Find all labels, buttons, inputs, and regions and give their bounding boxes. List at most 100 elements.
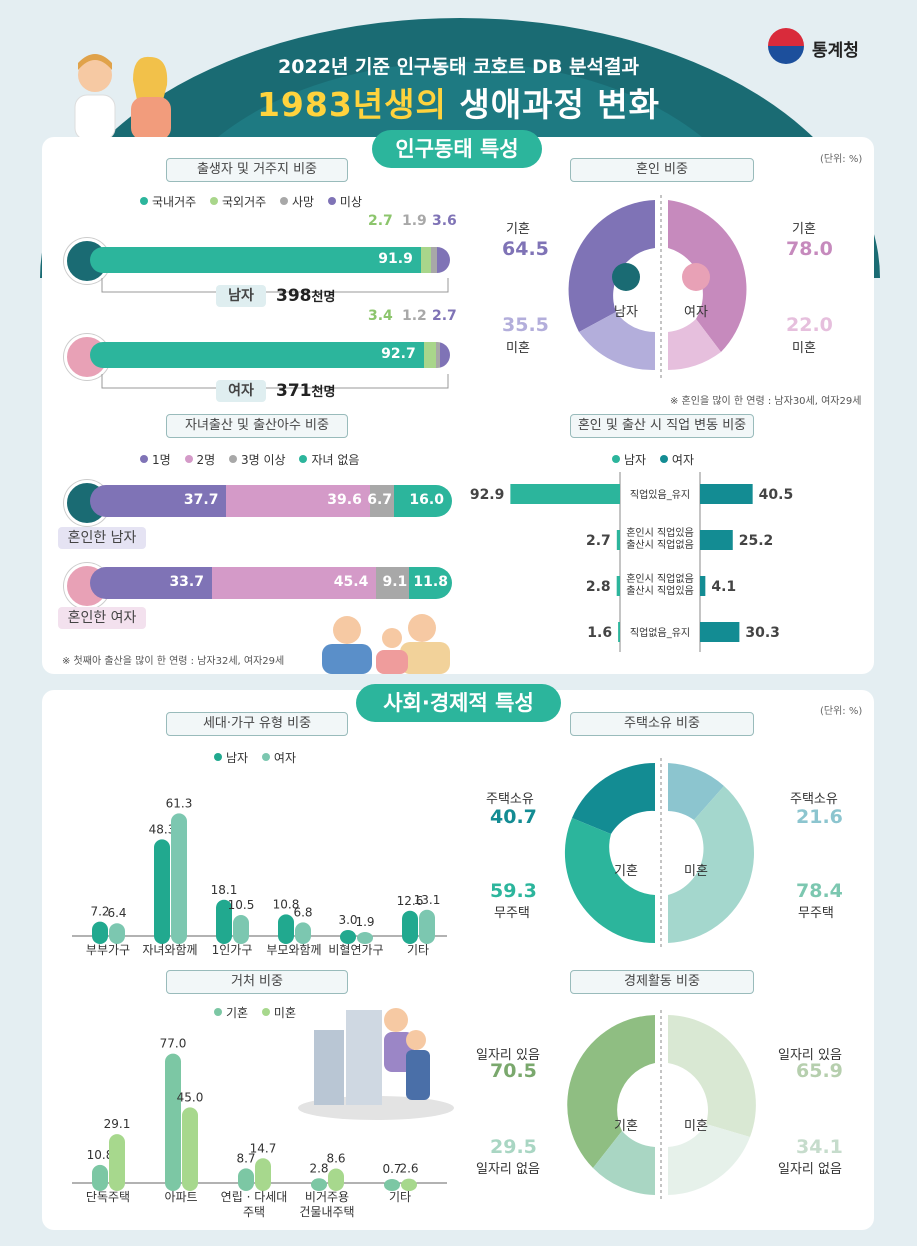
- bar-value-label: 1.9: [355, 915, 374, 929]
- job-row-label: 혼인시 직업있음: [626, 526, 694, 539]
- bar-value-label: 6.8: [293, 905, 312, 919]
- bar-value-label: 3.0: [338, 913, 357, 927]
- category-label: 기타: [389, 1190, 411, 1204]
- household-legend: 남자 여자: [214, 749, 306, 766]
- bar-value-label: 10.5: [228, 898, 255, 912]
- econ-unmarried-job-label: 일자리 있음: [778, 1048, 842, 1063]
- female-residence-bar: 92.7: [90, 342, 450, 368]
- econ-married-nojob-value: 29.5: [490, 1136, 537, 1158]
- male-label: 남자: [216, 285, 266, 307]
- housing-married-own-label: 주택소유: [486, 792, 534, 807]
- job-row-label: 출산시 직업있음: [626, 584, 694, 597]
- bar-seg-abroad: [420, 247, 431, 273]
- marriage-female-married-label: 기혼: [792, 222, 816, 237]
- donut-male-unmarried: [579, 312, 655, 371]
- econ-donut: [567, 1010, 756, 1200]
- family-illustration: [322, 614, 450, 674]
- job-bar-male: [510, 484, 620, 504]
- marriage-center-male: 남자: [614, 305, 638, 320]
- bar-남자-1: [154, 839, 170, 944]
- bar-기혼-0: [92, 1164, 108, 1191]
- unit-label: (단위: %): [820, 154, 863, 165]
- people-illustration: [74, 54, 171, 140]
- bar-value-label: 45.0: [177, 1090, 204, 1104]
- job-female-value: 25.2: [739, 533, 774, 549]
- title-highlight: 1983년생의: [256, 85, 447, 124]
- econ-center-married: 기혼: [614, 1119, 638, 1134]
- bar-value-label: 7.2: [90, 905, 109, 919]
- bar-value-label: 14.7: [250, 1141, 277, 1155]
- marriage-male-unmarried-label: 미혼: [506, 341, 530, 356]
- job-bar-male: [618, 622, 620, 642]
- unit-label-2: (단위: %): [820, 706, 863, 717]
- bar-남자-4: [340, 930, 356, 944]
- bar-seg-two-children: 39.6: [226, 485, 370, 517]
- bar-seg-domestic: 92.7: [90, 342, 424, 368]
- bar-value-label: 8.6: [326, 1152, 345, 1166]
- household-chart: 7.26.4 부부가구 48.3 61.3 자녀와함께 18.110.5 1인가구 10.86…: [72, 796, 447, 957]
- residence-legend: 국내거주 국외거주 사망 미상: [140, 193, 372, 210]
- bar-value-label: 12.6: [397, 894, 424, 908]
- bar-seg-no-children: 11.8: [409, 567, 452, 599]
- bar-여자-3: [295, 922, 311, 944]
- bar-value-label: 8.7: [236, 1151, 255, 1165]
- job-female-value: 4.1: [711, 579, 736, 595]
- job-female-value: 30.3: [745, 625, 780, 641]
- donut-male-married: [568, 200, 655, 332]
- bar-남자-3: [278, 914, 294, 944]
- housing-center-married: 기혼: [614, 864, 638, 879]
- org-logo: 통계청: [768, 28, 888, 68]
- job-bar-female: [700, 530, 733, 550]
- housing-unmarried-own-label: 주택소유: [790, 792, 838, 807]
- bar-미혼-0: [109, 1134, 125, 1191]
- econ-center-unmarried: 미혼: [684, 1119, 708, 1134]
- bar-기혼-1: [165, 1053, 181, 1191]
- bar-남자-5: [402, 910, 418, 944]
- bar-value-label: 2.6: [399, 1162, 418, 1176]
- job-male-value: 1.6: [587, 625, 612, 641]
- job-bar-female: [700, 484, 753, 504]
- bar-기혼-3: [311, 1178, 327, 1191]
- econ-unmarried-nojob-value: 34.1: [796, 1136, 843, 1158]
- category-label: 주택: [243, 1205, 265, 1219]
- housing-unmarried-own-value: 21.6: [796, 806, 843, 828]
- bar-미혼-3: [328, 1168, 344, 1191]
- married-male-children-bar: 37.7 39.6 6.7 16.0: [90, 485, 452, 517]
- bar-seg-three-plus: 6.7: [367, 485, 395, 517]
- job-row-label: 직업있음_유지: [630, 488, 690, 501]
- org-emblem-icon: [768, 28, 804, 64]
- housing-title: 주택소유 비중: [570, 712, 754, 736]
- category-label: 기타: [407, 943, 429, 957]
- housing-unmarried-none-label: 무주택: [798, 906, 834, 921]
- female-bracket: [101, 374, 449, 389]
- bar-여자-2: [233, 915, 249, 944]
- household-title: 세대·가구 유형 비중: [166, 712, 348, 736]
- bar-여자-0: [109, 923, 125, 944]
- married-female-label: 혼인한 여자: [58, 607, 146, 629]
- bar-기혼-2: [238, 1168, 254, 1191]
- category-label: 비거주용: [305, 1190, 349, 1204]
- female-unknown-value: 2.7: [432, 308, 457, 324]
- job-bar-male: [616, 530, 620, 550]
- married-female-children-bar: 33.7 45.4 9.1 11.8: [90, 567, 452, 599]
- bar-seg-one-child: 37.7: [90, 485, 227, 517]
- org-name: 통계청: [812, 41, 859, 61]
- residence-type-title: 거처 비중: [166, 970, 348, 994]
- male-unknown-value: 3.6: [432, 213, 457, 229]
- residence-title: 출생자 및 거주지 비중: [166, 158, 348, 182]
- male-bracket: [101, 278, 449, 293]
- econ-married-job-value: 70.5: [490, 1060, 537, 1082]
- job-bar-female: [700, 576, 706, 596]
- job-female-value: 40.5: [759, 487, 794, 503]
- job-male-value: 92.9: [470, 487, 505, 503]
- marriage-title: 혼인 비중: [570, 158, 754, 182]
- children-title: 자녀출산 및 출산아수 비중: [166, 414, 348, 438]
- housing-donut: [564, 758, 755, 948]
- job-male-value: 2.7: [586, 533, 611, 549]
- male-residence-bar: 91.9: [90, 247, 450, 273]
- bar-value-label: 2.8: [309, 1161, 328, 1175]
- bar-seg-abroad: [423, 342, 436, 368]
- bar-value-label: 61.3: [166, 796, 193, 810]
- category-label: 1인가구: [212, 943, 253, 957]
